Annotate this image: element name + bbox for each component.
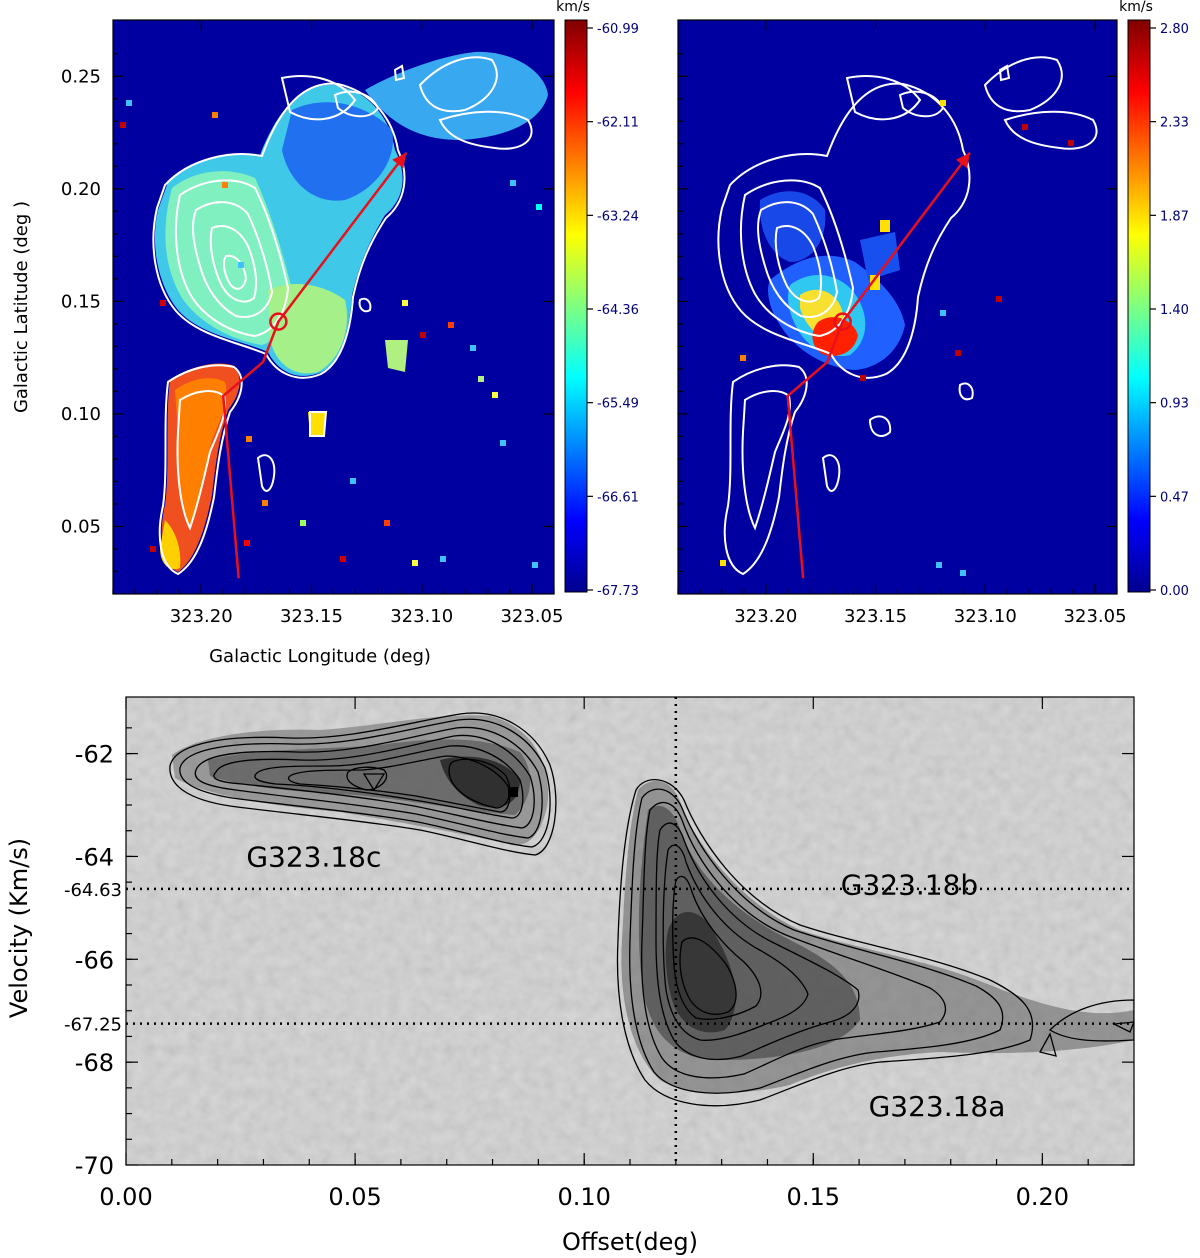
velocity-map-x-tick-label: 323.15 <box>280 606 343 627</box>
pv-y-tick-label: -68 <box>75 1049 114 1077</box>
velocity-map-colorbar-tick-label: -64.36 <box>597 303 639 318</box>
pv-x-tick-label: 0.05 <box>328 1183 381 1211</box>
velocity-map-colorbar <box>564 19 588 593</box>
velocity-map-path-marker <box>269 312 288 331</box>
pv-x-tick-label: 0.10 <box>557 1183 610 1211</box>
velocity-map-emission <box>154 51 548 572</box>
dispersion-map-path-marker <box>833 312 852 331</box>
dispersion-map-colorbar-tick-label: 1.87 <box>1160 209 1189 224</box>
velocity-map-x-tick-label: 323.20 <box>170 606 233 627</box>
pv-diagram-panel: -64.63-67.25 0.00 0.05 0.10 0.15 0.20-62-64-… <box>5 696 1135 1256</box>
dispersion-map-axes: 323.20 323.15 323.10 323.05 <box>677 20 1127 627</box>
dispersion-map-colorbar-tick-label: 2.33 <box>1160 116 1189 131</box>
velocity-map-colorbar-tick-label: -63.24 <box>597 209 639 224</box>
velocity-map-colorbar-tick-label: -62.11 <box>597 116 639 131</box>
pv-diagram-xlabel: Offset(deg) <box>562 1228 698 1256</box>
velocity-map-scattered-pixels <box>120 100 542 568</box>
velocity-map-y-tick-label: 0.25 <box>61 66 101 87</box>
dispersion-map-colorbar-tick-label: 0.47 <box>1160 490 1189 505</box>
pv-diagram-contours <box>169 712 1134 1107</box>
dispersion-map-colorbar-unit: km/s <box>1119 0 1153 15</box>
velocity-map-axes: 323.20 323.15 323.10 323.05 0.25 0.20 0.15 0.10… <box>61 20 563 627</box>
velocity-map-colorbar-tick-label: -67.73 <box>597 584 639 599</box>
velocity-map-y-tick-label: 0.10 <box>61 404 101 425</box>
velocity-map-path <box>221 152 408 579</box>
pv-y-tick-label: -70 <box>75 1152 114 1180</box>
velocity-map-colorbar-tick-label: -60.99 <box>597 22 639 37</box>
pv-x-tick-label: 0.20 <box>1016 1183 1069 1211</box>
velocity-map-colorbar-unit: km/s <box>556 0 590 15</box>
velocity-map-colorbar-tick-label: -65.49 <box>597 397 639 412</box>
dispersion-map-colorbar-tick-label: 0.93 <box>1160 397 1189 412</box>
dispersion-map-x-tick-label: 323.05 <box>1064 606 1127 627</box>
pv-diagram-emission <box>172 715 1134 1094</box>
pv-y-tick-label: -66 <box>75 946 114 974</box>
velocity-map-xlabel: Galactic Longitude (deg) <box>209 646 431 667</box>
velocity-map-ylabel: Galactic Latitude (deg ) <box>11 201 32 413</box>
velocity-map-x-tick-label: 323.10 <box>390 606 453 627</box>
pv-diagram-annotations: G323.18c G323.18b G323.18a <box>246 840 1005 1122</box>
dispersion-map-colorbar <box>1127 19 1151 593</box>
velocity-map-y-tick-label: 0.20 <box>61 179 101 200</box>
pv-diagram-ylabel: Velocity (Km/s) <box>5 838 33 1018</box>
pv-x-tick-label: 0.00 <box>99 1183 152 1211</box>
dispersion-map-colorbar-ticks: 2.80 2.33 1.87 1.40 0.93 0.47 0.00 <box>1150 22 1189 599</box>
pv-component-label: G323.18a <box>869 1090 1006 1123</box>
velocity-map-y-tick-label: 0.05 <box>61 516 101 537</box>
velocity-map-y-tick-label: 0.15 <box>61 291 101 312</box>
dispersion-map-x-tick-label: 323.10 <box>954 606 1017 627</box>
velocity-map-path-arrowhead <box>392 152 407 169</box>
dispersion-map-path-arrowhead <box>955 152 970 169</box>
pv-y-tick-label: -64 <box>75 843 114 871</box>
dispersion-map-x-tick-label: 323.20 <box>734 606 797 627</box>
pv-diagram-axes: 0.00 0.05 0.10 0.15 0.20 -62 -64 -66 -68 -70 <box>75 697 1134 1211</box>
pv-x-tick-label: 0.15 <box>787 1183 840 1211</box>
velocity-map-contours <box>152 56 533 576</box>
velocity-map-colorbar-ticks: -60.99 -62.11 -63.24 -64.36 -65.49 -66.61 -67.… <box>587 22 639 599</box>
velocity-map-colorbar-tick-label: -66.61 <box>597 490 639 505</box>
velocity-map-path-line <box>221 152 408 579</box>
velocity-map-x-tick-label: 323.05 <box>500 606 563 627</box>
pv-reference-velocity-label: -67.25 <box>64 1015 122 1036</box>
dispersion-map-path-line <box>786 152 971 579</box>
dispersion-map-scattered-pixels <box>720 100 1074 576</box>
pv-y-tick-label: -62 <box>75 741 114 769</box>
dispersion-map-colorbar-tick-label: 0.00 <box>1160 584 1189 599</box>
pv-reference-velocity-label: -64.63 <box>64 880 122 901</box>
dispersion-map-panel: 323.20 323.15 323.10 323.05 km/s 2.80 2.33 1.… <box>677 0 1189 627</box>
dispersion-map-colorbar-tick-label: 1.40 <box>1160 303 1189 318</box>
pv-diagram-reference-lines: -64.63 -67.25 <box>64 697 1134 1165</box>
pv-component-label: G323.18c <box>246 840 381 873</box>
velocity-map-panel: 323.20 323.15 323.10 323.05 0.25 0.20 0.15 0.10… <box>11 0 639 667</box>
dispersion-map-path <box>786 152 971 579</box>
dispersion-map-x-tick-label: 323.15 <box>844 606 907 627</box>
pv-component-label: G323.18b <box>841 869 978 902</box>
dispersion-map-contours <box>717 56 1098 576</box>
dispersion-map-colorbar-tick-label: 2.80 <box>1160 22 1189 37</box>
